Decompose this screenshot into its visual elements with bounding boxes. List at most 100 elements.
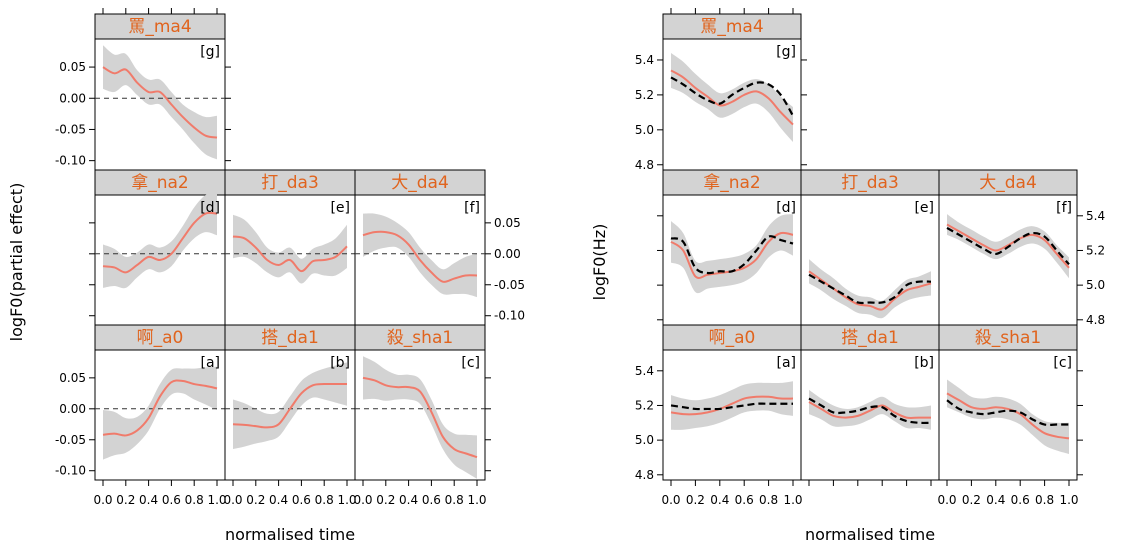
panel-tag: [c] [1053, 355, 1072, 371]
panel-title: 殺_sha1 [975, 328, 1041, 348]
y-tick-label: 0.05 [59, 60, 86, 74]
panel-strip [224, 324, 356, 351]
panel-e: 打_da3 [e] [224, 169, 356, 326]
y-axis-label: logF0(partial effect) [7, 183, 26, 342]
panel-title: 殺_sha1 [387, 328, 453, 348]
observed-line [670, 402, 793, 411]
panel-title: 啊_a0 [709, 328, 756, 348]
panel-title: 罵_ma4 [700, 17, 763, 37]
y-tick-label: 5.0 [1086, 278, 1105, 292]
fitted-line [362, 376, 478, 459]
x-tick-label: 0.6 [735, 493, 754, 507]
panel-tag: [e] [914, 200, 934, 216]
panel-f: 大_da4 [f] [938, 169, 1078, 326]
fitted-line [946, 392, 1070, 440]
fitted-line [946, 223, 1070, 269]
panel-title: 拿_na2 [703, 172, 761, 193]
panel-tag: [g] [776, 44, 796, 60]
x-tick-label: 0.0 [93, 493, 112, 507]
y-tick-label: 5.4 [635, 364, 654, 378]
panel-g: 罵_ma4 [g] [94, 13, 226, 171]
panel-tag: [a] [776, 355, 796, 371]
x-tick-label: 0.4 [269, 493, 288, 507]
observed-line [808, 397, 932, 425]
fitted-line [670, 69, 794, 126]
confidence-band [233, 214, 347, 284]
x-tick-label: 0.6 [292, 493, 311, 507]
panel-tag: [d] [776, 200, 796, 216]
panel-strip [94, 169, 226, 196]
panel-g: 罵_ma4 [g] [662, 13, 802, 171]
x-tick-label: 0.0 [937, 493, 956, 507]
panel-tag: [b] [330, 355, 350, 371]
fitted-line [102, 66, 218, 139]
panel-title: 打_da3 [841, 173, 899, 193]
x-tick-label: 0.2 [376, 493, 395, 507]
x-tick-label: 0.8 [445, 493, 464, 507]
observed-line [670, 76, 794, 117]
fitted-line [362, 230, 478, 283]
y-tick-label: 5.2 [1086, 243, 1105, 257]
panel-strip [354, 324, 486, 351]
y-tick-label: -0.10 [55, 154, 86, 168]
x-tick-label: 0.6 [162, 493, 181, 507]
confidence-band [947, 379, 1069, 454]
y-tick-label: 4.8 [1086, 313, 1105, 327]
confidence-band [363, 213, 477, 298]
panel-strip [94, 13, 226, 40]
observed-line [670, 235, 794, 275]
observed-line [946, 226, 1070, 266]
x-tick-label: 1.0 [467, 493, 486, 507]
y-tick-label: -0.10 [55, 464, 86, 478]
x-tick-label: 0.0 [223, 493, 242, 507]
y-tick-label: -0.05 [55, 122, 86, 136]
panel-b: 搭_da1 [b] [800, 324, 940, 481]
panel-b: 搭_da1 [b] [224, 324, 356, 481]
y-tick-label: 5.2 [635, 88, 654, 102]
panel-frame [938, 194, 1078, 326]
y-tick-label: 0.00 [59, 402, 86, 416]
x-axis-label: normalised time [805, 525, 935, 544]
y-tick-label: 5.2 [635, 398, 654, 412]
partial-effect-figure: 罵_ma4[g]拿_na2[d]打_da3[e]大_da4[f]啊_a0[a]搭… [7, 8, 525, 544]
x-tick-label: 0.8 [315, 493, 334, 507]
panel-tag: [c] [461, 355, 480, 371]
x-tick-label: 0.0 [353, 493, 372, 507]
panel-title: 大_da4 [391, 173, 449, 193]
fitted-line [670, 395, 794, 416]
y-tick-label: 0.05 [59, 371, 86, 385]
y-tick-label: -0.05 [55, 433, 86, 447]
logf0-hz-figure: 罵_ma4 [g] 拿_na2 [d] 打_da3 [e]大_da4[f] 啊_a0 [a]搭… [590, 8, 1105, 544]
panel-title: 啊_a0 [137, 328, 184, 348]
fitted-line [808, 401, 931, 419]
y-tick-label: 5.4 [1086, 209, 1105, 223]
y-tick-label: 4.8 [635, 468, 654, 482]
panel-tag: [b] [914, 355, 934, 371]
panel-title: 搭_da1 [261, 328, 319, 348]
y-tick-label: -0.05 [494, 278, 525, 292]
y-tick-label: -0.10 [494, 309, 525, 323]
x-tick-label: 0.4 [399, 493, 418, 507]
x-tick-label: 0.6 [422, 493, 441, 507]
panel-a: 啊_a0 [a] [662, 324, 802, 481]
panel-strip [224, 169, 356, 196]
panel-tag: [d] [200, 200, 220, 216]
x-tick-label: 0.2 [686, 493, 705, 507]
panel-tag: [g] [200, 44, 220, 60]
panel-title: 打_da3 [261, 173, 319, 193]
panel-c: 殺_sha1 [c] [938, 324, 1078, 481]
panel-a: 啊_a0 [a] [94, 324, 226, 481]
confidence-band [103, 191, 217, 289]
panel-tag: [f] [464, 200, 480, 216]
x-tick-label: 1.0 [783, 493, 802, 507]
fitted-line [232, 382, 347, 429]
y-tick-label: 5.0 [635, 433, 654, 447]
x-tick-label: 0.2 [116, 493, 135, 507]
y-tick-label: 0.00 [59, 91, 86, 105]
x-tick-label: 0.4 [986, 493, 1005, 507]
panel-strip [662, 13, 802, 40]
observed-line [946, 399, 1069, 427]
panel-title: 拿_na2 [131, 172, 189, 193]
x-tick-label: 0.2 [246, 493, 265, 507]
